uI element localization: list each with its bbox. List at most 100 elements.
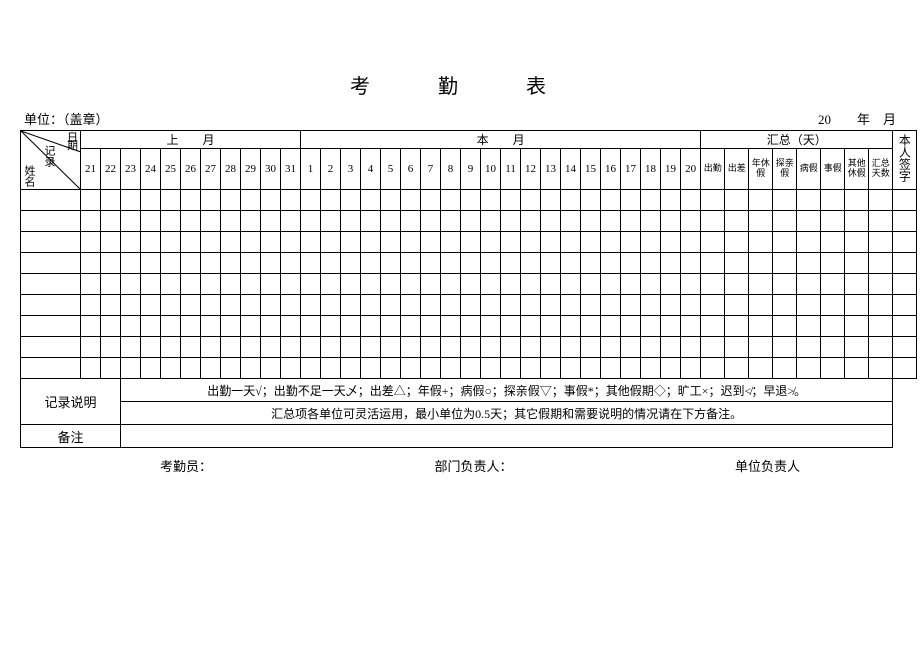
- cell: [261, 253, 281, 274]
- cell: [701, 316, 725, 337]
- cell: [661, 337, 681, 358]
- cell: [681, 358, 701, 379]
- day-last-30: 30: [261, 149, 281, 190]
- cell: [521, 316, 541, 337]
- cell: [121, 211, 141, 232]
- cell: [361, 190, 381, 211]
- cell: [461, 232, 481, 253]
- cell: [441, 211, 461, 232]
- cell: [461, 211, 481, 232]
- cell: [561, 211, 581, 232]
- cell: [561, 316, 581, 337]
- cell: [521, 253, 541, 274]
- cell: [381, 190, 401, 211]
- cell: [701, 190, 725, 211]
- cell: [401, 316, 421, 337]
- cell: [893, 190, 917, 211]
- cell: [581, 211, 601, 232]
- cell: [481, 337, 501, 358]
- cell: [241, 274, 261, 295]
- cell: [421, 358, 441, 379]
- cell: [601, 232, 621, 253]
- cell: [869, 337, 893, 358]
- cell: [773, 274, 797, 295]
- cell: [381, 253, 401, 274]
- cell: [581, 295, 601, 316]
- cell: [481, 358, 501, 379]
- cell: [749, 232, 773, 253]
- summary-col-7: 汇总天数: [869, 149, 893, 190]
- cell: [561, 337, 581, 358]
- cell: [601, 295, 621, 316]
- cell: [21, 316, 81, 337]
- cell: [561, 232, 581, 253]
- cell: [681, 316, 701, 337]
- cell: [701, 232, 725, 253]
- cell: [869, 190, 893, 211]
- day-this-1: 1: [301, 149, 321, 190]
- cell: [441, 190, 461, 211]
- day-this-12: 12: [521, 149, 541, 190]
- cell: [81, 316, 101, 337]
- cell: [561, 295, 581, 316]
- cell: [141, 316, 161, 337]
- cell: [321, 232, 341, 253]
- day-this-2: 2: [321, 149, 341, 190]
- cell: [821, 253, 845, 274]
- cell: [141, 211, 161, 232]
- cell: [241, 295, 261, 316]
- cell: [381, 337, 401, 358]
- cell: [797, 190, 821, 211]
- cell: [601, 253, 621, 274]
- table-row: [21, 295, 917, 316]
- day-this-17: 17: [621, 149, 641, 190]
- cell: [21, 190, 81, 211]
- cell: [341, 253, 361, 274]
- summary-col-1: 出差: [725, 149, 749, 190]
- cell: [621, 337, 641, 358]
- cell: [581, 358, 601, 379]
- cell: [161, 295, 181, 316]
- cell: [241, 211, 261, 232]
- cell: [381, 358, 401, 379]
- cell: [121, 358, 141, 379]
- cell: [101, 232, 121, 253]
- desc-line2: 汇总项各单位可灵活运用，最小单位为0.5天；其它假期和需要说明的情况请在下方备注…: [121, 402, 893, 425]
- table-row: [21, 358, 917, 379]
- cell: [797, 337, 821, 358]
- cell: [725, 295, 749, 316]
- table-row: [21, 211, 917, 232]
- cell: [161, 211, 181, 232]
- cell: [201, 337, 221, 358]
- cell: [561, 190, 581, 211]
- cell: [681, 295, 701, 316]
- cell: [581, 274, 601, 295]
- cell: [501, 316, 521, 337]
- cell: [281, 232, 301, 253]
- cell: [869, 232, 893, 253]
- day-this-3: 3: [341, 149, 361, 190]
- day-last-23: 23: [121, 149, 141, 190]
- cell: [621, 232, 641, 253]
- cell: [81, 295, 101, 316]
- cell: [121, 274, 141, 295]
- cell: [869, 295, 893, 316]
- cell: [501, 295, 521, 316]
- cell: [725, 358, 749, 379]
- cell: [501, 253, 521, 274]
- cell: [581, 190, 601, 211]
- cell: [725, 337, 749, 358]
- cell: [725, 274, 749, 295]
- cell: [341, 232, 361, 253]
- cell: [661, 253, 681, 274]
- cell: [101, 316, 121, 337]
- cell: [893, 274, 917, 295]
- cell: [141, 190, 161, 211]
- cell: [773, 232, 797, 253]
- cell: [81, 358, 101, 379]
- cell: [773, 211, 797, 232]
- day-this-20: 20: [681, 149, 701, 190]
- cell: [601, 190, 621, 211]
- cell: [201, 253, 221, 274]
- cell: [201, 211, 221, 232]
